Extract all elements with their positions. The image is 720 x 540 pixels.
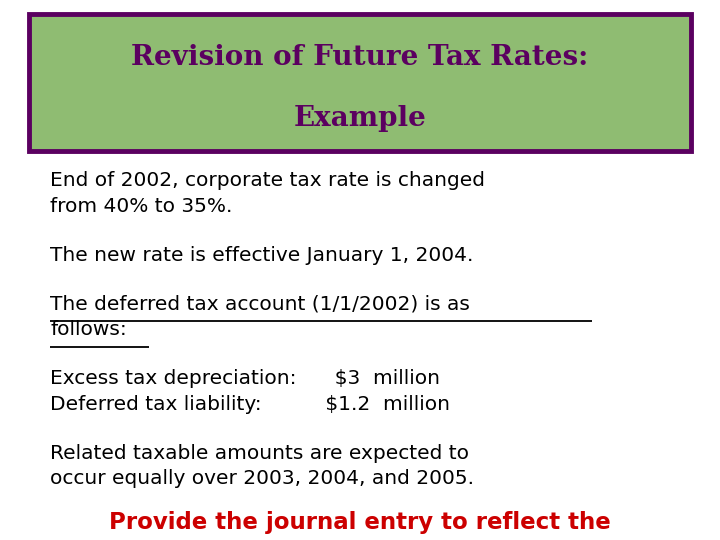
Text: Excess tax depreciation:      $3  million: Excess tax depreciation: $3 million [50,369,441,388]
Text: End of 2002, corporate tax rate is changed: End of 2002, corporate tax rate is chang… [50,171,485,191]
FancyBboxPatch shape [29,14,691,151]
Text: Revision of Future Tax Rates:: Revision of Future Tax Rates: [131,44,589,71]
Text: Related taxable amounts are expected to: Related taxable amounts are expected to [50,443,469,463]
Text: The new rate is effective January 1, 2004.: The new rate is effective January 1, 200… [50,246,474,265]
Text: occur equally over 2003, 2004, and 2005.: occur equally over 2003, 2004, and 2005. [50,469,474,489]
Text: Provide the journal entry to reflect the: Provide the journal entry to reflect the [109,511,611,534]
Text: The deferred tax account (1/1/2002) is as: The deferred tax account (1/1/2002) is a… [50,294,470,314]
Text: Example: Example [294,105,426,132]
Text: Deferred tax liability:          $1.2  million: Deferred tax liability: $1.2 million [50,395,451,414]
Text: from 40% to 35%.: from 40% to 35%. [50,197,233,217]
Text: follows:: follows: [50,320,127,340]
